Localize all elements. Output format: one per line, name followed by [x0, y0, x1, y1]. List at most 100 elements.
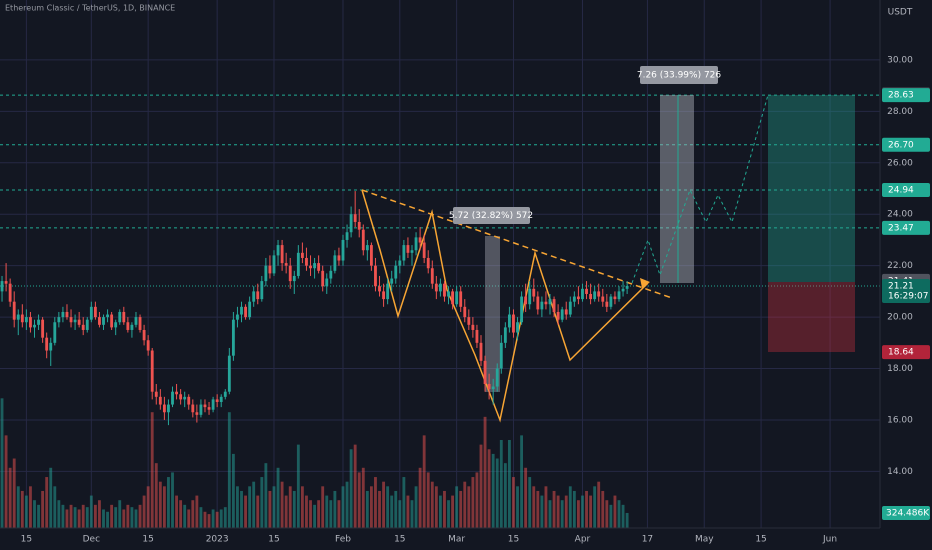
volume-bar [162, 486, 166, 528]
volume-bar [227, 412, 231, 528]
volume-bar [150, 412, 154, 528]
x-tick-label: 15 [142, 535, 153, 545]
candle-body [122, 311, 126, 323]
candle-body [223, 391, 227, 397]
candle-body [390, 278, 394, 284]
price-level-tag [882, 88, 930, 103]
volume-bar [471, 477, 475, 528]
candle-body [479, 342, 483, 361]
candle-body [317, 263, 321, 271]
candle-body [280, 245, 284, 264]
volume-bar [398, 500, 402, 528]
candle-body [520, 296, 524, 323]
candle-body [337, 255, 341, 261]
candle-body [463, 306, 467, 318]
candle-body [434, 283, 438, 292]
candle-body [443, 283, 446, 297]
x-tick-label: Jun [822, 535, 837, 545]
volume-bar [325, 495, 329, 528]
candle-body [451, 291, 455, 305]
overlay: 7.26 (33.99%) 726 5.72 (32.82%) 572 [449, 66, 722, 224]
volume-bar [203, 511, 207, 528]
volume-bar [102, 509, 105, 528]
volume-bar [4, 435, 8, 528]
volume-bar [467, 486, 471, 528]
volume-bar [357, 472, 361, 528]
volume-bar [487, 449, 491, 528]
candle-body [284, 263, 288, 266]
candle-body [256, 291, 260, 300]
candle-body [487, 383, 491, 390]
volume-bar [609, 504, 613, 528]
candle-body [179, 394, 183, 400]
candle-body [422, 242, 426, 258]
volume-bar [536, 490, 540, 528]
candle-body [341, 239, 345, 261]
candle-body [53, 322, 57, 343]
price-level-label: 28.63 [888, 91, 914, 101]
candle-body [118, 311, 122, 323]
measure-label: 7.26 (33.99%) 726 [637, 71, 722, 81]
chart-title: Ethereum Classic / TetherUS, 1D, BINANCE [5, 4, 175, 13]
candle-body [300, 252, 304, 258]
volume-bar [57, 500, 61, 528]
volume-bar [77, 509, 81, 528]
candle-body [572, 296, 576, 302]
candle-body [236, 314, 239, 320]
volume-pane [0, 398, 629, 528]
candle-body [524, 296, 528, 305]
candle-body [353, 214, 357, 222]
volume-bar [430, 481, 434, 528]
candle-body [386, 283, 390, 300]
candle-body [609, 296, 613, 307]
candle-body [491, 386, 495, 390]
candle-body [329, 270, 333, 279]
volume-bar [231, 453, 235, 528]
volume-bar [272, 486, 276, 528]
volume-bar [93, 504, 97, 528]
volume-bar [605, 500, 609, 528]
candle-body [162, 404, 166, 413]
volume-bar [24, 495, 28, 528]
volume-bar [365, 490, 369, 528]
price-level-tag [882, 345, 930, 360]
volume-bar [118, 500, 122, 528]
candle-body [576, 296, 580, 300]
volume-bar [422, 435, 426, 528]
volume-bar [211, 509, 215, 528]
candle-body [613, 296, 617, 300]
volume-bar [154, 463, 158, 528]
volume-bar [418, 467, 422, 528]
candle-body [560, 309, 564, 320]
candle-body [410, 250, 414, 253]
candle-body [154, 391, 158, 397]
candle-body [483, 360, 487, 384]
volume-bar [179, 500, 183, 528]
volume-bar [171, 472, 174, 528]
candle-body [150, 350, 154, 392]
price-level-label: 18.64 [888, 348, 914, 358]
candle-body [438, 283, 442, 292]
candle-body [227, 355, 231, 392]
volume-bar [369, 486, 373, 528]
volume-bar [33, 500, 36, 528]
volume-bar [434, 486, 438, 528]
volume-bar [12, 458, 16, 528]
candle-body [512, 314, 515, 333]
volume-bar [305, 495, 308, 528]
volume-bar [81, 504, 85, 528]
volume-bar [29, 486, 32, 528]
volume-bar [459, 490, 463, 528]
candle-body [16, 314, 20, 320]
candle-body [398, 260, 402, 266]
pattern-line [361, 189, 649, 423]
candle-body [414, 237, 418, 251]
volume-bar [576, 500, 580, 528]
volume-bar [260, 477, 264, 528]
x-tick-label: 15 [268, 535, 279, 545]
candle-body [61, 311, 65, 318]
volume-bar [268, 490, 272, 528]
volume-bar [199, 507, 203, 528]
x-tick-label: 15 [21, 535, 32, 545]
